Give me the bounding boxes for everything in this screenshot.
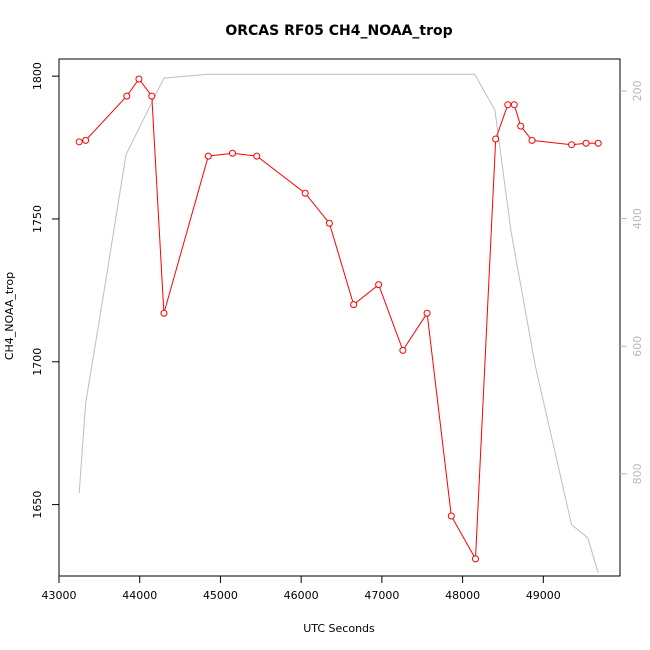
chart-title: ORCAS RF05 CH4_NOAA_trop xyxy=(225,23,452,39)
ch4-data-point xyxy=(75,138,83,146)
ch4-data-point xyxy=(504,101,512,109)
y-axis-label: CH4_NOAA_trop xyxy=(3,272,16,360)
series-layer xyxy=(75,73,602,573)
y2-tick-label: 400 xyxy=(631,208,644,229)
y2-tick-label: 600 xyxy=(631,336,644,357)
x-tick-label: 46000 xyxy=(284,589,319,602)
y-tick-label: 1650 xyxy=(31,491,44,519)
x-axis: 43000 44000 45000 46000 47000 48000 49000 xyxy=(42,576,561,602)
plot-area-frame xyxy=(58,58,621,577)
ch4-series-line xyxy=(79,78,599,561)
x-tick-label: 44000 xyxy=(122,589,157,602)
ch4-data-point xyxy=(325,219,333,227)
y-tick-label: 1700 xyxy=(31,348,44,376)
ch4-data-point xyxy=(204,152,212,160)
ch4-data-point xyxy=(399,346,407,354)
x-tick-label: 47000 xyxy=(364,589,399,602)
x-axis-label: UTC Seconds xyxy=(303,622,375,635)
y-axis-left: 1650 1700 1750 1800 xyxy=(31,62,59,519)
ch4-data-point xyxy=(148,92,156,100)
pressure-series-line xyxy=(78,73,599,573)
y2-tick-label: 200 xyxy=(631,80,644,101)
ch4-data-point xyxy=(447,512,455,520)
ch4-data-point xyxy=(528,136,536,144)
x-tick-label: 45000 xyxy=(203,589,238,602)
ch4-data-point xyxy=(350,301,358,309)
ch4-data-point xyxy=(135,75,143,83)
ch4-data-point xyxy=(594,139,602,147)
y-axis-right: 200 400 600 800 xyxy=(620,80,644,484)
ch4-data-point xyxy=(472,555,480,563)
ch4-data-point xyxy=(301,189,309,197)
ch4-data-point xyxy=(123,92,131,100)
x-tick-label: 48000 xyxy=(445,589,480,602)
ch4-data-point xyxy=(510,101,518,109)
x-tick-label: 43000 xyxy=(42,589,77,602)
ch4-data-point xyxy=(423,309,431,317)
ch4-data-point xyxy=(375,281,383,289)
ch4-data-point xyxy=(517,122,525,130)
x-tick-label: 49000 xyxy=(526,589,561,602)
ch4-data-point xyxy=(82,136,90,144)
y-tick-label: 1750 xyxy=(31,205,44,233)
y-tick-label: 1800 xyxy=(31,62,44,90)
ch4-data-point xyxy=(582,139,590,147)
y2-tick-label: 800 xyxy=(631,463,644,484)
ch4-data-point xyxy=(160,309,168,317)
ch4-data-point xyxy=(229,149,237,157)
ch4-data-point xyxy=(253,152,261,160)
ch4-data-point xyxy=(492,135,500,143)
ch4-data-point xyxy=(568,141,576,149)
